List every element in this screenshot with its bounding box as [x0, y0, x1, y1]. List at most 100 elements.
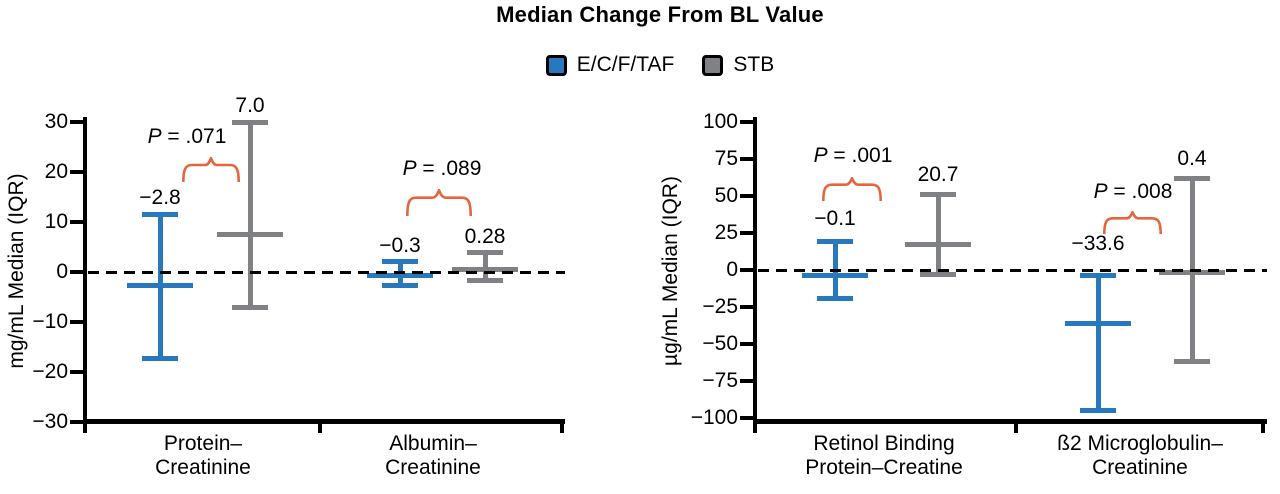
y-tick: [70, 270, 85, 274]
y-tick-label: 20: [44, 160, 68, 183]
category-label: Retinol Binding Protein–Creatine: [805, 432, 963, 480]
error-bar-cap-top: [1080, 273, 1116, 278]
error-bar-vline: [1096, 276, 1101, 411]
y-tick-label: 25: [714, 221, 738, 244]
y-tick: [740, 342, 755, 346]
category-label: ß2 Microglobulin– Creatinine: [1057, 432, 1223, 480]
y-tick-label: 0: [726, 258, 738, 281]
y-tick: [70, 370, 85, 374]
error-bar-cap-top: [142, 212, 178, 217]
p-italic: P: [813, 144, 828, 167]
median-value-label: 0.4: [1177, 147, 1207, 170]
category-label-line: ß2 Microglobulin–: [1057, 432, 1223, 455]
y-tick: [740, 305, 755, 309]
y-tick-label: −100: [690, 406, 738, 429]
y-axis: [753, 117, 757, 424]
y-tick: [70, 320, 85, 324]
zero-line: [758, 269, 1267, 272]
error-bar-cap-bottom: [817, 296, 853, 301]
error-bar-median: [1159, 270, 1225, 275]
error-bar-cap-top: [232, 120, 268, 125]
median-value-label: 7.0: [235, 94, 265, 117]
legend-label-ecftaf: E/C/F/TAF: [576, 53, 675, 76]
error-bar-cap-bottom: [467, 278, 503, 283]
comparison-brace-icon: [1103, 211, 1162, 234]
comparison-brace-icon: [182, 157, 240, 182]
error-bar-cap-top: [382, 259, 418, 264]
error-bar-median: [452, 267, 518, 272]
error-bar-cap-top: [817, 239, 853, 244]
x-tick: [1261, 424, 1265, 433]
y-tick-label: −30: [32, 410, 68, 433]
y-tick: [70, 170, 85, 174]
y-tick-label: 30: [44, 110, 68, 133]
error-bar-cap-top: [467, 250, 503, 255]
category-label: Albumin– Creatinine: [385, 432, 481, 480]
p-value-label: P = .089: [402, 157, 482, 180]
y-tick: [740, 268, 755, 272]
error-bar-vline: [248, 122, 253, 307]
y-tick-label: −75: [702, 369, 738, 392]
error-bar-cap-bottom: [920, 272, 956, 277]
x-tick: [753, 424, 757, 433]
error-bar-cap-top: [1174, 176, 1210, 181]
error-bar-cap-bottom: [1174, 359, 1210, 364]
y-tick-label: −20: [32, 360, 68, 383]
y-tick: [740, 120, 755, 124]
category-label-line: Protein–: [163, 432, 243, 455]
error-bar-cap-bottom: [382, 283, 418, 288]
error-bar-median: [905, 242, 971, 247]
median-value-label: −0.3: [379, 234, 421, 257]
comparison-brace-icon: [822, 177, 882, 201]
x-tick: [560, 424, 564, 433]
x-axis: [83, 419, 565, 424]
category-label-line: Creatinine: [385, 456, 481, 479]
legend-item-ecftaf: E/C/F/TAF: [545, 53, 675, 77]
error-bar-median: [802, 273, 868, 278]
stb-swatch-icon: [702, 54, 724, 76]
y-tick-label: −10: [32, 310, 68, 333]
y-tick-label: 0: [56, 260, 68, 283]
legend-item-stb: STB: [702, 53, 774, 77]
legend: E/C/F/TAF STB: [40, 53, 1280, 77]
y-tick-label: 75: [714, 147, 738, 170]
median-value-label: −0.1: [814, 207, 856, 230]
error-bar-median: [1065, 321, 1131, 326]
y-tick: [70, 420, 85, 424]
y-tick: [740, 379, 755, 383]
y-axis-title: µg/mL Median (IQR): [659, 176, 682, 366]
y-axis-title: mg/mL Median (IQR): [5, 173, 28, 369]
y-tick: [740, 231, 755, 235]
category-label-line: Albumin–: [389, 432, 477, 455]
x-tick: [318, 424, 322, 433]
y-tick: [740, 416, 755, 420]
p-value-label: P = .071: [147, 125, 227, 148]
legend-label-stb: STB: [733, 53, 775, 76]
category-label: Protein– Creatinine: [155, 432, 251, 480]
error-bar-median: [127, 283, 193, 288]
error-bar-cap-bottom: [232, 305, 268, 310]
y-tick: [70, 120, 85, 124]
p-italic: P: [147, 125, 162, 148]
y-tick-label: −25: [702, 295, 738, 318]
y-tick: [740, 157, 755, 161]
p-italic: P: [402, 157, 417, 180]
median-value-label: −33.6: [1071, 232, 1125, 255]
ecftaf-swatch-icon: [545, 54, 567, 76]
median-value-label: 0.28: [464, 225, 506, 248]
category-label-line: Creatinine: [155, 456, 251, 479]
x-tick: [1014, 424, 1018, 433]
error-bar-median: [367, 273, 433, 278]
x-tick: [83, 424, 87, 433]
error-bar-cap-bottom: [1080, 408, 1116, 413]
category-label-line: Protein–Creatine: [805, 456, 963, 479]
p-value-label: P = .001: [813, 144, 893, 167]
x-axis: [753, 419, 1267, 424]
y-tick-label: 10: [44, 210, 68, 233]
median-value-label: −2.8: [139, 186, 181, 209]
y-tick-label: 50: [714, 184, 738, 207]
error-bar-vline: [936, 195, 941, 275]
y-tick-label: −50: [702, 332, 738, 355]
zero-line: [88, 271, 565, 274]
y-tick: [740, 194, 755, 198]
